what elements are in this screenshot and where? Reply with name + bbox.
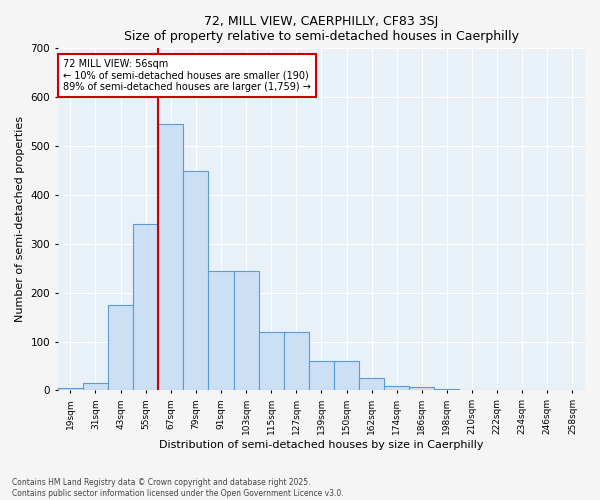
Text: 72 MILL VIEW: 56sqm
← 10% of semi-detached houses are smaller (190)
89% of semi-: 72 MILL VIEW: 56sqm ← 10% of semi-detach… (63, 58, 311, 92)
Bar (384, 386, 409, 390)
Bar (334, 361, 359, 390)
Bar (158, 124, 184, 390)
Bar (409, 386, 434, 390)
Bar (58, 388, 83, 390)
Title: 72, MILL VIEW, CAERPHILLY, CF83 3SJ
Size of property relative to semi-detached h: 72, MILL VIEW, CAERPHILLY, CF83 3SJ Size… (124, 15, 519, 43)
Bar (309, 361, 334, 390)
Y-axis label: Number of semi-detached properties: Number of semi-detached properties (15, 116, 25, 322)
Bar (184, 170, 208, 390)
Bar (133, 224, 158, 390)
Bar (359, 378, 384, 390)
Bar (208, 270, 233, 390)
Text: Contains HM Land Registry data © Crown copyright and database right 2025.
Contai: Contains HM Land Registry data © Crown c… (12, 478, 344, 498)
Bar (259, 332, 284, 390)
Bar (108, 305, 133, 390)
Bar (284, 332, 309, 390)
Bar (83, 383, 108, 390)
X-axis label: Distribution of semi-detached houses by size in Caerphilly: Distribution of semi-detached houses by … (159, 440, 484, 450)
Bar (233, 270, 259, 390)
